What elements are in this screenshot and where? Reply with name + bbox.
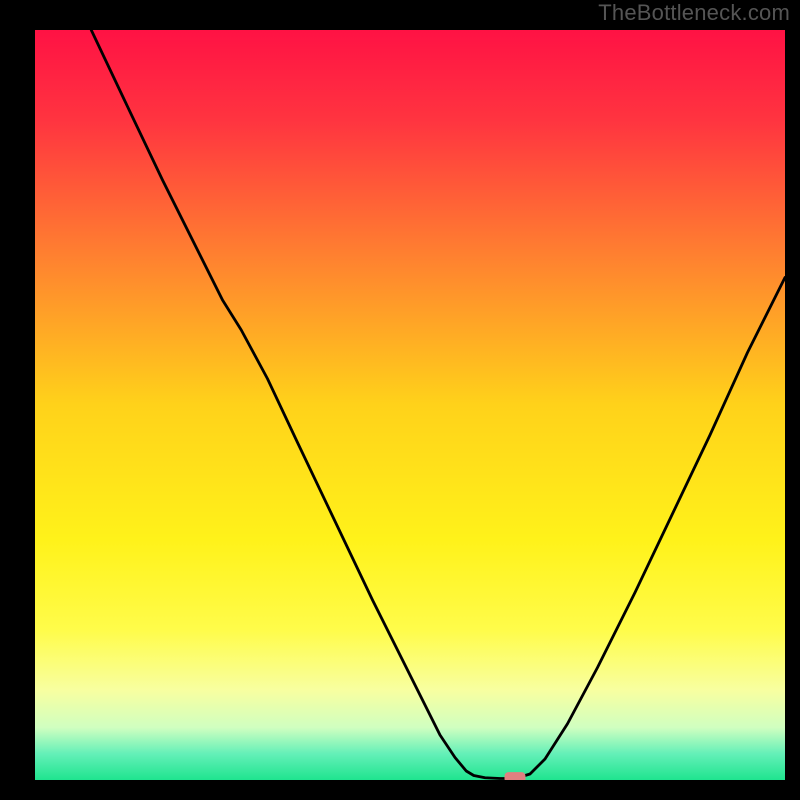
chart-svg bbox=[35, 30, 785, 780]
optimal-marker bbox=[505, 772, 526, 780]
watermark-text: TheBottleneck.com bbox=[598, 0, 790, 26]
gradient-background bbox=[35, 30, 785, 780]
plot-area bbox=[35, 30, 785, 780]
chart-container: TheBottleneck.com bbox=[0, 0, 800, 800]
